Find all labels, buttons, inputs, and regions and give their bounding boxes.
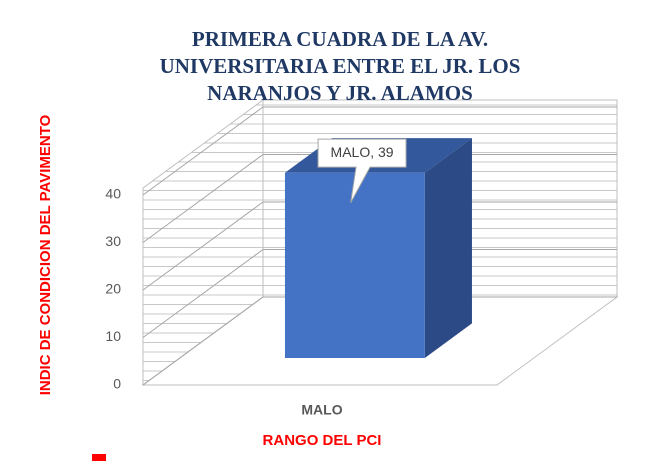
data-label-box xyxy=(317,138,407,203)
grid-line xyxy=(142,154,617,243)
x-axis-title: RANGO DEL PCI xyxy=(263,432,382,449)
bar-front xyxy=(284,172,425,358)
data-label: MALO, 39 xyxy=(331,144,394,160)
grid-line xyxy=(142,106,617,196)
marks: MALO, 39 xyxy=(284,138,472,358)
y-tick-label: 20 xyxy=(105,281,121,297)
x-tick-label: MALO xyxy=(301,402,342,418)
legend-swatch xyxy=(92,454,106,461)
grid-line xyxy=(142,296,617,386)
y-axis-title: INDIC DE CONDICION DEL PAVIMENTO xyxy=(37,114,54,395)
grid-line xyxy=(142,201,617,291)
y-tick-label: 30 xyxy=(105,233,121,249)
y-tick-label: 10 xyxy=(105,328,121,344)
grid-line xyxy=(142,249,617,338)
bar: MALO, 39 xyxy=(284,138,472,358)
bar-side xyxy=(424,138,472,358)
y-tick-label: 40 xyxy=(105,186,121,202)
y-tick-label: 0 xyxy=(113,376,121,392)
chart-title: PRIMERA CUADRA DE LA AV. UNIVERSITARIA E… xyxy=(159,27,521,105)
